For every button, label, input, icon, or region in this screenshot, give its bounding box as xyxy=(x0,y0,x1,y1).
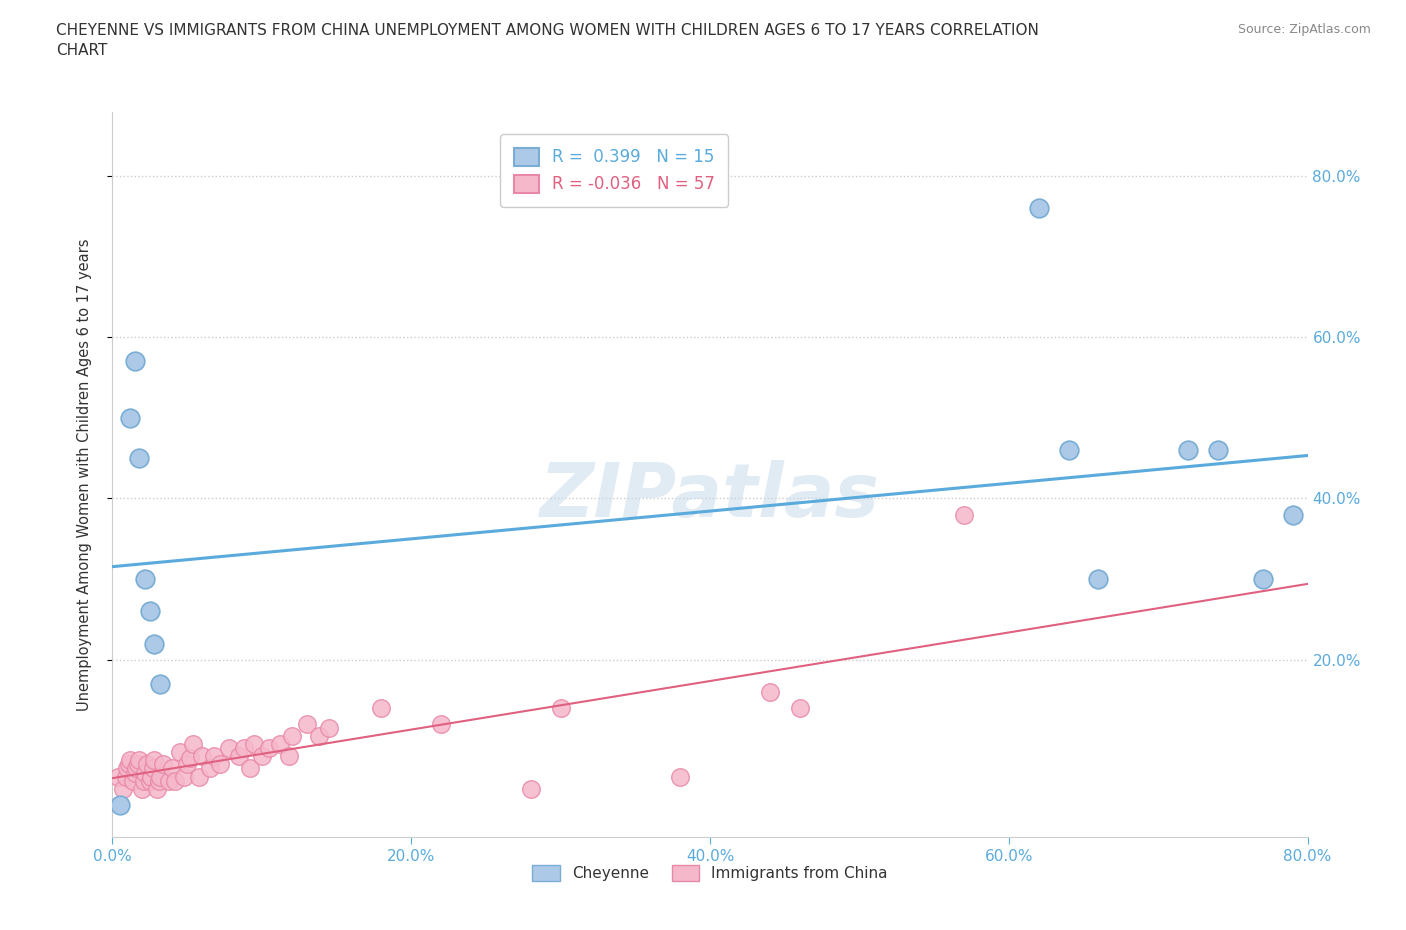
Point xyxy=(430,717,453,732)
Point xyxy=(1028,201,1050,216)
Y-axis label: Unemployment Among Women with Children Ages 6 to 17 years: Unemployment Among Women with Children A… xyxy=(77,238,91,711)
Point xyxy=(173,769,195,784)
Point xyxy=(239,761,262,776)
Point xyxy=(250,749,273,764)
Point xyxy=(181,737,204,751)
Legend: Cheyenne, Immigrants from China: Cheyenne, Immigrants from China xyxy=(526,859,894,887)
Point xyxy=(1206,443,1229,458)
Point xyxy=(148,773,170,788)
Point xyxy=(127,757,149,772)
Point xyxy=(108,797,131,812)
Point xyxy=(134,765,156,780)
Point xyxy=(269,737,291,751)
Point xyxy=(370,700,392,715)
Point xyxy=(188,769,211,784)
Point xyxy=(131,781,153,796)
Point xyxy=(169,745,191,760)
Point xyxy=(520,781,543,796)
Point xyxy=(149,769,172,784)
Point xyxy=(115,769,138,784)
Point xyxy=(124,354,146,369)
Point xyxy=(111,781,134,796)
Point xyxy=(118,757,141,772)
Point xyxy=(233,741,256,756)
Text: CHEYENNE VS IMMIGRANTS FROM CHINA UNEMPLOYMENT AMONG WOMEN WITH CHILDREN AGES 6 : CHEYENNE VS IMMIGRANTS FROM CHINA UNEMPL… xyxy=(56,23,1039,58)
Point xyxy=(789,700,811,715)
Point xyxy=(202,749,225,764)
Point xyxy=(209,757,232,772)
Point xyxy=(243,737,266,751)
Point xyxy=(277,749,299,764)
Point xyxy=(228,749,250,764)
Point xyxy=(550,700,572,715)
Point xyxy=(117,761,139,776)
Point xyxy=(1177,443,1199,458)
Point xyxy=(1087,572,1109,587)
Point xyxy=(176,757,198,772)
Point xyxy=(142,761,165,776)
Point xyxy=(281,729,304,744)
Point xyxy=(1251,572,1274,587)
Point xyxy=(122,773,145,788)
Point xyxy=(308,729,330,744)
Point xyxy=(124,765,146,780)
Point xyxy=(191,749,214,764)
Point xyxy=(259,741,281,756)
Point xyxy=(162,761,183,776)
Point xyxy=(165,773,187,788)
Point xyxy=(128,753,150,768)
Point xyxy=(218,741,240,756)
Point xyxy=(157,773,180,788)
Point xyxy=(135,757,157,772)
Text: ZIPatlas: ZIPatlas xyxy=(540,459,880,533)
Point xyxy=(669,769,692,784)
Point xyxy=(139,604,162,618)
Point xyxy=(134,572,156,587)
Point xyxy=(152,757,174,772)
Point xyxy=(1057,443,1080,458)
Point xyxy=(179,751,201,765)
Point xyxy=(139,773,162,788)
Point xyxy=(198,761,221,776)
Point xyxy=(120,410,142,425)
Point xyxy=(128,451,150,466)
Point xyxy=(759,684,782,699)
Point xyxy=(146,781,169,796)
Point xyxy=(132,773,155,788)
Point xyxy=(953,507,976,522)
Point xyxy=(1281,507,1303,522)
Point xyxy=(125,761,148,776)
Point xyxy=(120,753,142,768)
Point xyxy=(318,721,340,736)
Point xyxy=(295,717,318,732)
Point xyxy=(149,676,172,691)
Point xyxy=(143,753,166,768)
Point xyxy=(141,769,163,784)
Point xyxy=(107,769,129,784)
Point xyxy=(143,636,166,651)
Text: Source: ZipAtlas.com: Source: ZipAtlas.com xyxy=(1237,23,1371,36)
